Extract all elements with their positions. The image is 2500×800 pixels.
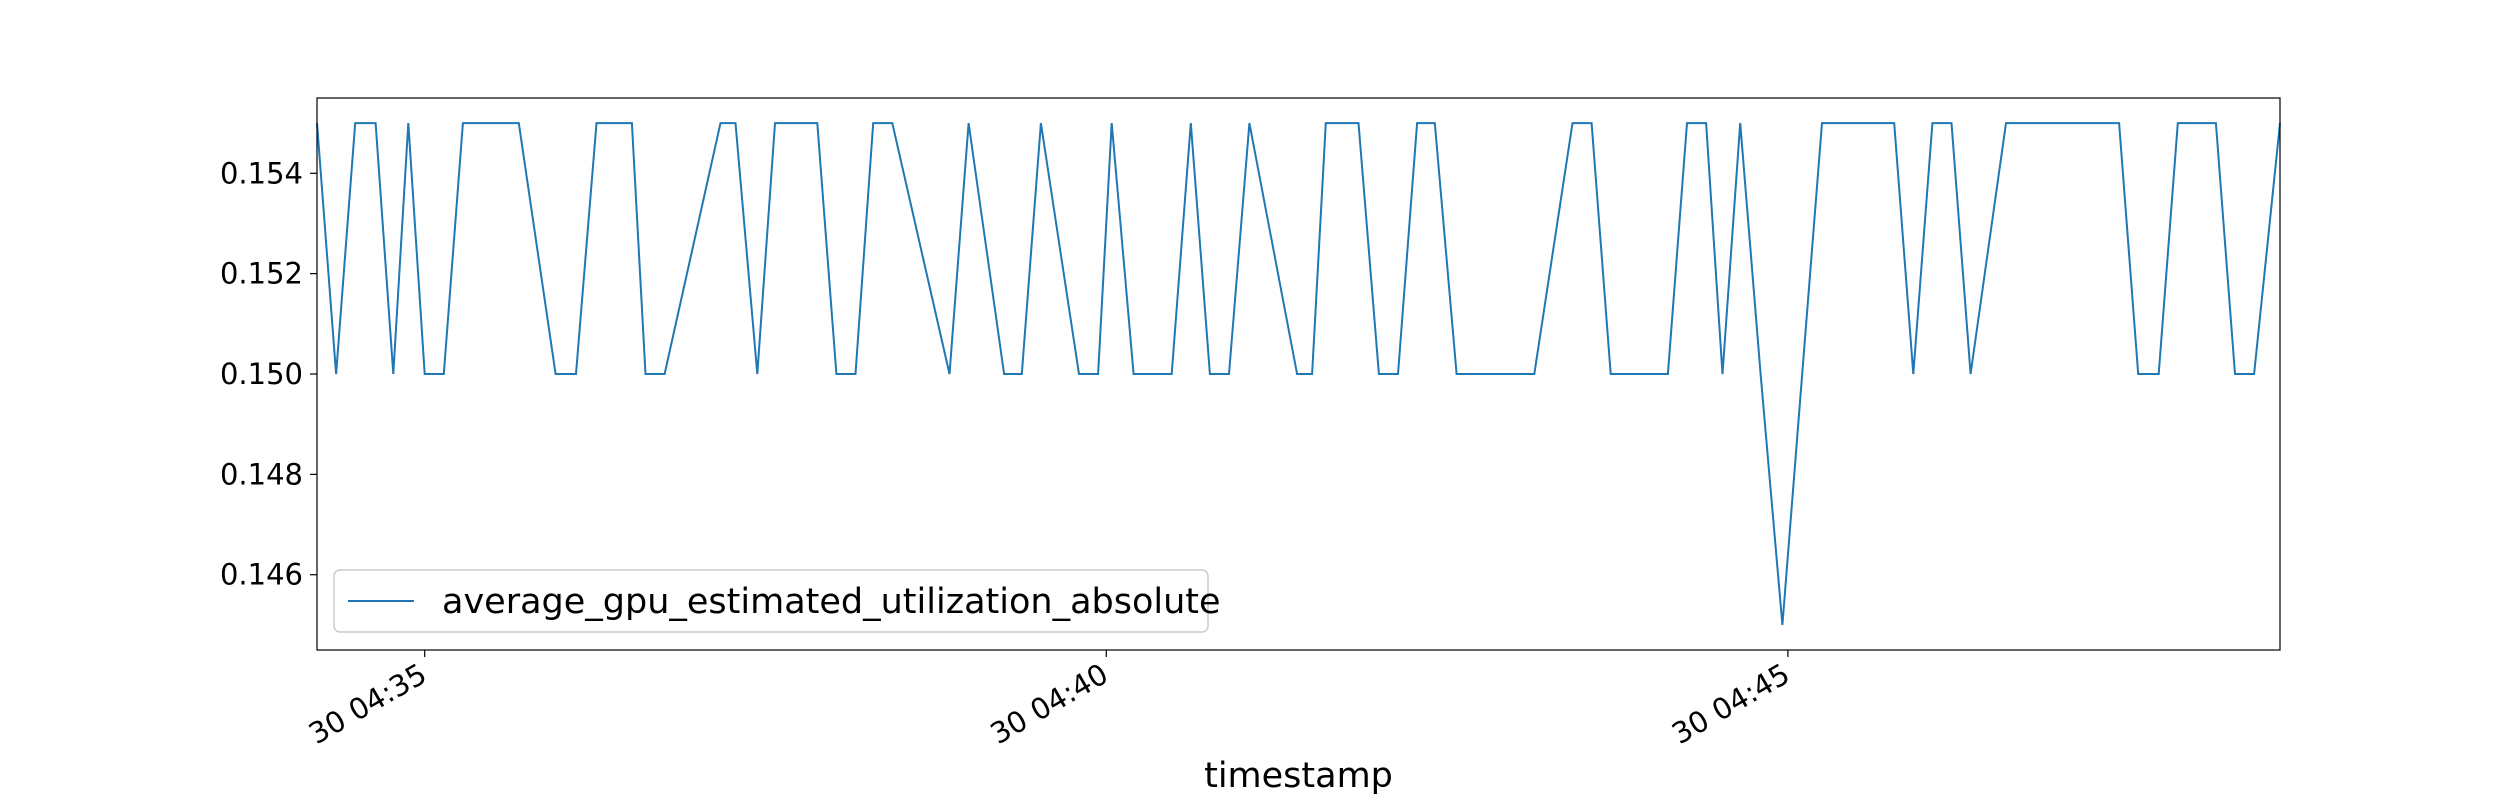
x-tick-label: 30 04:35 [303, 657, 432, 751]
x-tick-label: 30 04:40 [984, 657, 1113, 751]
legend-label: average_gpu_estimated_utilization_absolu… [442, 582, 1221, 622]
x-axis-title: timestamp [1204, 756, 1393, 796]
legend: average_gpu_estimated_utilization_absolu… [333, 569, 1221, 633]
y-tick-label: 0.146 [220, 558, 303, 592]
y-tick-label: 0.150 [220, 357, 303, 391]
series-line [316, 122, 2281, 625]
y-axis-ticks: 0.146 0.148 0.150 0.152 0.154 [220, 156, 317, 592]
y-tick-label: 0.154 [220, 156, 303, 190]
y-tick-label: 0.148 [220, 457, 303, 491]
y-tick-label: 0.152 [220, 257, 303, 291]
x-tick-label: 30 04:45 [1666, 657, 1795, 751]
x-axis-ticks: 30 04:35 30 04:40 30 04:45 [303, 650, 1795, 751]
plot-frame [316, 97, 2281, 651]
legend-box [333, 569, 1209, 633]
